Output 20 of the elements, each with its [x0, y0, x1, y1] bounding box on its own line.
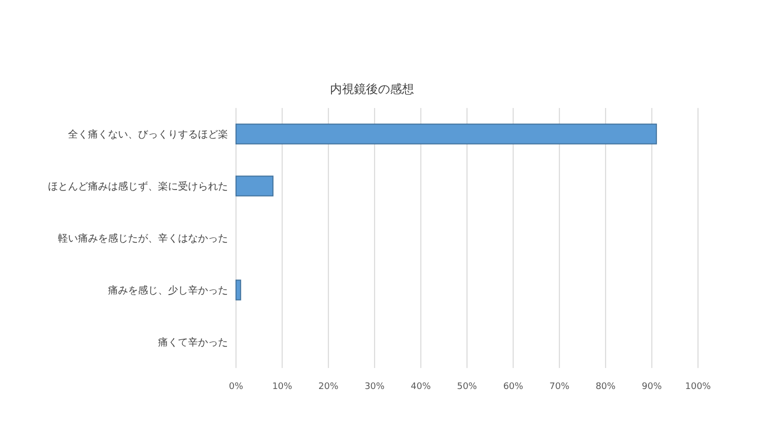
y-tick-label: 痛くて辛かった: [158, 336, 228, 348]
x-tick-label: 100%: [685, 382, 712, 392]
bar: [236, 176, 274, 196]
x-tick-label: 60%: [503, 382, 524, 392]
x-tick-label: 40%: [410, 382, 432, 392]
y-tick-label: ほとんど痛みは感じず、楽に受けられた: [48, 180, 228, 192]
x-tick-label: 10%: [272, 382, 293, 392]
x-tick-label: 30%: [364, 382, 386, 392]
chart-title: 内視鏡後の感想: [330, 82, 414, 96]
bar: [236, 280, 242, 300]
y-tick-label: 痛みを感じ、少し辛かった: [108, 284, 228, 296]
x-tick-label: 70%: [549, 382, 570, 392]
y-tick-label: 全く痛くない、びっくりするほど楽: [68, 128, 228, 140]
y-tick-label: 軽い痛みを感じたが、辛くはなかった: [58, 232, 228, 244]
x-tick-label: 50%: [456, 382, 478, 392]
x-tick-label: 20%: [318, 382, 339, 392]
x-tick-label: 0%: [228, 382, 244, 392]
bar: [236, 124, 657, 144]
x-tick-label: 90%: [642, 382, 662, 392]
x-tick-label: 80%: [596, 382, 616, 392]
